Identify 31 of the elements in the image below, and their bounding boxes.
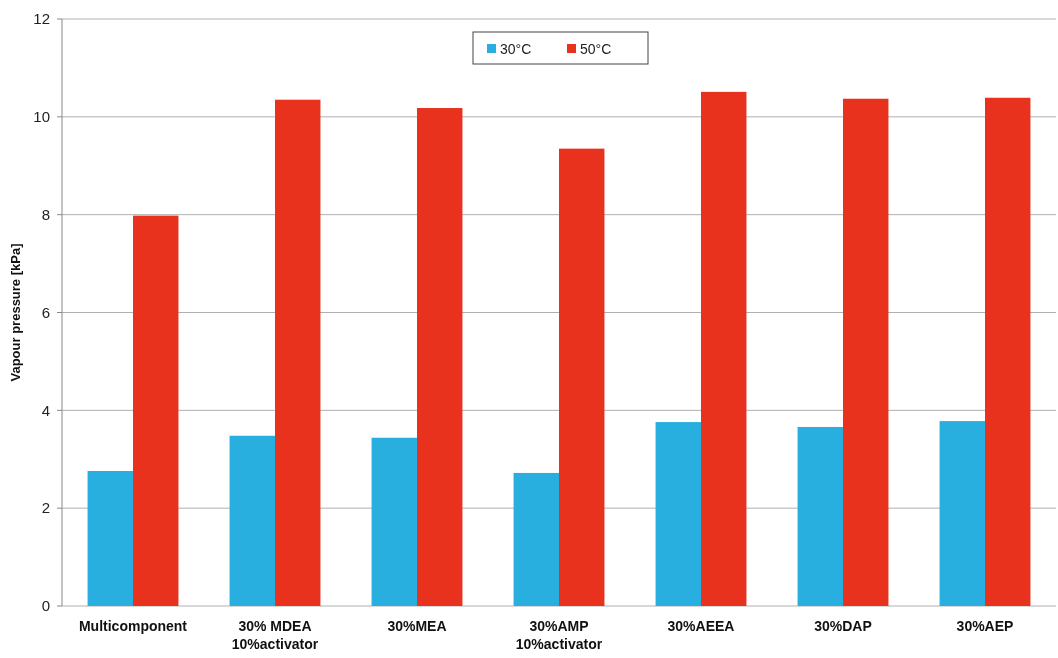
x-tick-label: 30%MEA (387, 618, 447, 634)
bar (371, 437, 417, 606)
bar (939, 421, 985, 606)
bar (701, 91, 747, 606)
legend-label: 50°C (580, 40, 612, 57)
bar (843, 98, 889, 606)
bar (417, 108, 463, 606)
bar (655, 422, 701, 606)
legend-label: 30°C (500, 40, 532, 57)
x-tick-label: 30%AMP 10%activator (515, 618, 603, 652)
bar (133, 215, 179, 606)
y-tick-label: 4 (41, 401, 50, 419)
y-tick-label: 6 (41, 303, 50, 321)
y-tick-label: 2 (41, 499, 50, 517)
y-tick-label: 12 (33, 10, 50, 28)
bar (985, 97, 1031, 606)
y-tick-label: 0 (41, 597, 50, 615)
x-tick-label: 30%DAP (814, 618, 872, 634)
x-tick-label: 30%AEEA (667, 618, 735, 634)
bar (797, 426, 843, 606)
bar (87, 470, 133, 606)
y-axis-title: Vapour pressure [kPa] (8, 243, 23, 382)
bar (513, 472, 559, 606)
bar (275, 99, 321, 606)
x-tick-label: 30% MDEA 10%activator (231, 618, 319, 652)
y-tick-label: 10 (33, 108, 50, 126)
bar (559, 148, 605, 606)
y-tick-label: 8 (41, 205, 50, 223)
x-tick-label: 30%AEP (956, 618, 1014, 634)
x-tick-label: Multicomponent (78, 618, 188, 634)
bar (229, 435, 275, 606)
